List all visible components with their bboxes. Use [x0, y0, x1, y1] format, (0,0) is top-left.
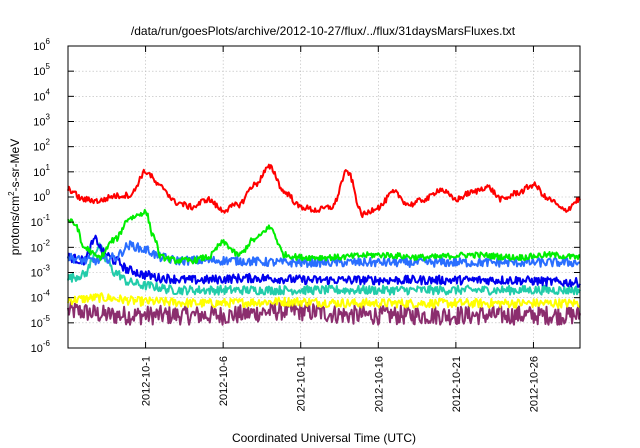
x-axis-label: Coordinated Universal Time (UTC)	[232, 431, 416, 445]
series-line	[67, 163, 581, 219]
y-tick-label: 10-5	[31, 314, 51, 330]
y-tick-label: 105	[33, 62, 50, 78]
y-tick-label: 10-4	[31, 289, 51, 305]
series-layer	[67, 163, 581, 326]
series-line	[67, 300, 581, 326]
y-tick-label: 102	[33, 138, 50, 154]
x-tick-label: 2012-10-26	[528, 356, 540, 412]
y-tick-label: 100	[33, 188, 50, 204]
x-tick-label: 2012-10-16	[373, 356, 385, 412]
series-line	[67, 240, 581, 268]
y-tick-label: 104	[33, 87, 50, 103]
x-axis: 2012-10-1 2012-10-6 2012-10-11 2012-10-16 20…	[141, 46, 540, 412]
y-tick-label: 10-1	[31, 213, 51, 229]
series-line	[67, 234, 581, 288]
x-tick-label: 2012-10-21	[451, 356, 463, 412]
y-axis-label-sup: 2	[7, 191, 16, 196]
series-line	[67, 292, 581, 309]
x-tick-label: 2012-10-6	[218, 356, 230, 406]
y-axis: 10-6 10-5 10-4 10-3 10-2 10-1 100 101 102 103 104 1…	[31, 37, 580, 355]
y-tick-label: 103	[33, 113, 50, 129]
y-tick-label: 10-2	[31, 238, 51, 254]
y-tick-label: 10-6	[31, 339, 51, 355]
y-tick-label: 10-3	[31, 264, 51, 280]
y-axis-label-base: protons/cm	[8, 196, 22, 255]
chart-title: /data/run/goesPlots/archive/2012-10-27/f…	[131, 24, 516, 38]
y-axis-label: protons/cm2-s-sr-MeV	[7, 139, 22, 255]
y-tick-label: 101	[33, 163, 50, 179]
grid	[68, 46, 580, 348]
series-line	[67, 242, 581, 296]
series-line	[67, 208, 581, 265]
y-axis-label-rest: -s-sr-MeV	[8, 139, 22, 192]
x-tick-label: 2012-10-1	[141, 356, 153, 406]
x-tick-label: 2012-10-11	[296, 356, 308, 411]
y-tick-label: 106	[33, 37, 50, 53]
